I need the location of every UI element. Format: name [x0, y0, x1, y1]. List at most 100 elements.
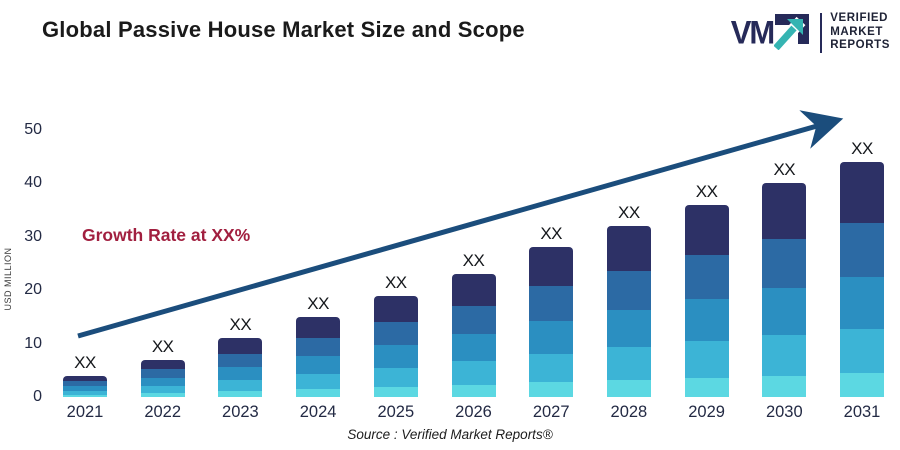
bar-2023-segment-2	[218, 379, 263, 392]
x-tick-2029: 2029	[688, 403, 725, 421]
bar-value-label-2026: XX	[462, 251, 485, 271]
bar-value-label-2023: XX	[229, 315, 252, 335]
bar-2027-segment-2	[529, 353, 574, 382]
bar-value-label-2024: XX	[307, 293, 329, 313]
bar-value-label-2022: XX	[151, 336, 174, 356]
bar-2029	[684, 204, 729, 397]
bar-2024-segment-1	[296, 388, 341, 397]
x-tick-2024: 2024	[299, 403, 337, 421]
logo-vm-letters: VM	[730, 14, 775, 51]
bar-2024-segment-4	[296, 337, 341, 357]
bar-2027-segment-5	[529, 247, 574, 287]
bar-2026-segment-5	[451, 274, 496, 307]
bar-2027-segment-4	[529, 286, 574, 321]
bar-2021-segment-1	[63, 394, 107, 397]
bar-2031-segment-5	[840, 162, 884, 224]
bar-2028-segment-4	[606, 270, 651, 310]
bar-2023-segment-4	[218, 353, 263, 368]
bar-2023-segment-3	[218, 367, 263, 380]
bar-2029-segment-5	[684, 204, 729, 255]
bar-value-label-2028: XX	[618, 203, 640, 223]
bar-2022	[140, 359, 185, 397]
bar-2021-segment-4	[63, 381, 107, 387]
x-tick-2022: 2022	[144, 403, 182, 421]
bar-2030-segment-2	[762, 335, 807, 376]
bar-2030-segment-4	[762, 238, 807, 289]
y-axis-title: USD MILLION	[3, 247, 13, 311]
bar-2022-segment-4	[140, 369, 185, 378]
bar-2022-segment-1	[140, 393, 185, 397]
logo-divider	[820, 12, 823, 53]
bar-2031-segment-3	[840, 277, 884, 329]
x-tick-2026: 2026	[455, 403, 492, 421]
bar-2029-segment-3	[684, 298, 729, 342]
bar-2025-segment-3	[373, 345, 418, 368]
bar-value-label-2027: XX	[540, 224, 563, 244]
bar-2028-segment-2	[606, 347, 651, 380]
bar-2027	[529, 247, 574, 397]
logo-brand-line-2: MARKET	[830, 25, 883, 38]
bar-2026	[451, 274, 496, 397]
bar-2025	[373, 295, 418, 397]
bar-2025-segment-4	[373, 321, 418, 346]
bar-2029-segment-2	[684, 341, 729, 378]
vmr-logo: VM VERIFIED MARKET REPORTS	[731, 10, 890, 55]
bar-2031-segment-4	[840, 223, 884, 278]
bar-2027-segment-1	[529, 382, 574, 397]
bar-2021-segment-2	[63, 390, 107, 395]
y-tick-20: 20	[24, 281, 42, 299]
x-tick-2031: 2031	[843, 403, 881, 421]
bar-2031	[840, 162, 884, 397]
source-note: Source : Verified Market Reports®	[347, 427, 553, 442]
x-tick-2025: 2025	[377, 403, 415, 421]
growth-rate-annotation: Growth Rate at XX%	[82, 225, 251, 245]
logo-brand-line-1: VERIFIED	[830, 12, 889, 25]
logo-brand-line-3: REPORTS	[830, 39, 890, 52]
bar-value-label-2021: XX	[74, 352, 96, 372]
bar-2028-segment-5	[606, 226, 651, 271]
bar-2029-segment-4	[684, 254, 729, 299]
bar-2028-segment-1	[606, 379, 651, 397]
x-tick-2030: 2030	[765, 403, 803, 421]
chart-title: Global Passive House Market Size and Sco…	[42, 17, 525, 42]
bar-2025-segment-1	[373, 386, 418, 397]
bar-2024-segment-3	[296, 356, 341, 374]
x-tick-2021: 2021	[66, 403, 104, 421]
bar-2026-segment-3	[451, 334, 496, 362]
y-tick-0: 0	[33, 388, 42, 405]
bar-2030-segment-3	[762, 288, 807, 336]
bar-2026-segment-4	[451, 306, 496, 335]
bar-2027-segment-3	[529, 320, 574, 354]
bar-2030-segment-1	[762, 375, 807, 397]
bar-2023-segment-5	[218, 338, 263, 354]
bar-2021-segment-3	[63, 386, 107, 391]
bar-2025-segment-2	[373, 367, 418, 387]
x-tick-2027: 2027	[532, 403, 570, 421]
logo-brand-text: VERIFIED MARKET REPORTS	[830, 12, 890, 53]
bar-2025-segment-5	[373, 295, 418, 322]
y-tick-30: 30	[24, 227, 42, 245]
bar-2024	[296, 316, 341, 397]
bar-value-label-2031: XX	[851, 139, 873, 159]
x-tick-2028: 2028	[610, 403, 648, 421]
bar-2028	[606, 226, 651, 397]
bar-2031-segment-2	[840, 328, 884, 374]
x-tick-2023: 2023	[222, 403, 259, 421]
bar-2021	[63, 375, 107, 397]
y-tick-40: 40	[24, 174, 42, 192]
bar-2022-segment-3	[140, 377, 185, 387]
bar-2031-segment-1	[840, 373, 884, 397]
bar-2022-segment-5	[140, 359, 185, 370]
bar-2021-segment-5	[63, 375, 107, 382]
bar-value-label-2029: XX	[695, 181, 718, 201]
bar-2029-segment-1	[684, 377, 729, 397]
bar-2030	[762, 183, 807, 397]
bar-2024-segment-5	[296, 316, 341, 338]
bar-2023	[218, 338, 263, 397]
logo-r-arrow-icon	[771, 12, 810, 55]
bar-2022-segment-2	[140, 386, 185, 394]
y-tick-10: 10	[24, 334, 42, 352]
y-tick-50: 50	[24, 121, 42, 138]
bar-2028-segment-3	[606, 309, 651, 348]
